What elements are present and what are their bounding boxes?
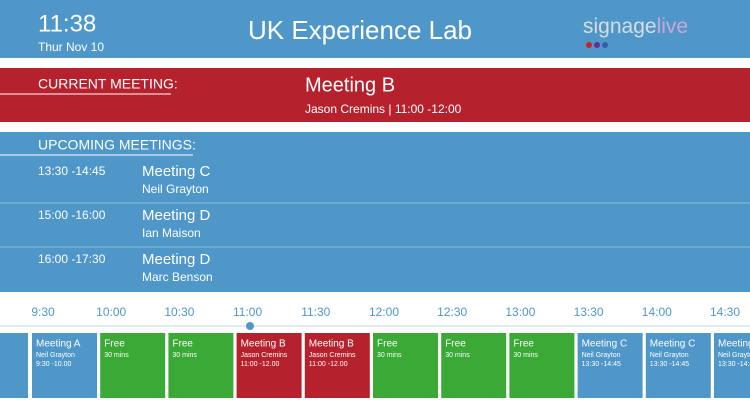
tick-label: 11:00 (233, 305, 262, 319)
slot-detail: 11:00 -12.00 (241, 361, 280, 368)
room-title: UK Experience Lab (248, 15, 472, 45)
current-detail: Jason Cremins | 11:00 -12:00 (305, 102, 462, 116)
tick-label: 11:30 (301, 305, 330, 319)
upcoming-panel (0, 132, 750, 292)
slot-detail: Jason Cremins (241, 352, 288, 359)
tick-label: 14:00 (642, 305, 672, 319)
logo-dot (602, 42, 608, 48)
tick-label: 10:00 (96, 305, 126, 319)
slot-title: Meeting C (582, 339, 628, 350)
slot-detail: 30 mins (445, 352, 470, 359)
slot-title: Free (445, 339, 466, 350)
slot-title: Meeting B (309, 339, 354, 350)
slot-title: Meeting B (241, 339, 286, 350)
current-label: CURRENT MEETING: (38, 76, 178, 92)
meeting-title: Meeting D (142, 251, 211, 268)
meeting-time: 13:30 -14:45 (38, 164, 106, 178)
slot-detail: 13:30 -14:45 (582, 361, 621, 368)
slot-title: Free (104, 339, 125, 350)
slot-detail: 30 mins (172, 352, 197, 359)
slot (441, 333, 507, 398)
logo-dot (586, 42, 592, 48)
header-bar (0, 0, 750, 58)
slot (645, 333, 711, 398)
tick-label: 10:30 (164, 305, 194, 319)
meeting-host: Neil Grayton (142, 182, 209, 196)
slot-detail: 30 mins (377, 352, 402, 359)
slot (168, 333, 234, 398)
tick-label: 12:30 (437, 305, 467, 319)
current-title: Meeting B (305, 74, 395, 96)
logo-part: live (657, 15, 689, 38)
slot (373, 333, 438, 398)
meeting-time: 15:00 -16:00 (38, 208, 106, 222)
meeting-time: 16:00 -17:30 (38, 252, 106, 266)
meeting-host: Marc Benson (142, 270, 213, 284)
slot-detail: Neil Grayton (582, 352, 621, 359)
slot-title: Free (172, 339, 193, 350)
upcoming-list: 13:30 -14:45 Meeting C Neil Grayton 15:00 -… (0, 163, 750, 284)
slot (236, 333, 302, 398)
slot-detail: Jason Cremins (309, 352, 356, 359)
tick-label: 9:30 (31, 305, 55, 319)
logo-dot (594, 42, 600, 48)
slot-detail: 11:00 -12.00 (309, 361, 348, 368)
tick-label: 13:00 (505, 305, 535, 319)
slot-detail: Neil Grayton (36, 352, 75, 359)
now-marker (246, 322, 254, 330)
slot-detail: 30 mins (513, 352, 538, 359)
tick-label: 12:00 (369, 305, 399, 319)
logo-part: signage (583, 15, 657, 38)
slot-title: Free (513, 339, 534, 350)
slot (304, 333, 370, 398)
slot-detail: 13:30 -14:45 (718, 361, 750, 368)
slot-detail: 13:30 -14:45 (650, 361, 689, 368)
slot (577, 333, 643, 398)
upcoming-label: UPCOMING MEETINGS: (38, 137, 196, 153)
slot (714, 333, 750, 398)
slot-partial (0, 333, 28, 398)
slot-title: Meeting A (36, 339, 81, 350)
meeting-title: Meeting D (142, 207, 211, 224)
slot-detail: 9:30 -10.00 (36, 361, 72, 368)
slot (100, 333, 166, 398)
logo: signagelive (583, 15, 688, 38)
clock-time: 11:38 (38, 10, 96, 37)
current-bar (0, 68, 750, 122)
slot (32, 333, 97, 398)
slot-detail: Neil Grayton (718, 352, 750, 359)
clock-date: Thur Nov 10 (38, 40, 104, 54)
slot-detail: Neil Grayton (650, 352, 689, 359)
meeting-title: Meeting C (142, 163, 211, 180)
meeting-host: Ian Maison (142, 226, 201, 240)
tick-label: 13:30 (574, 305, 604, 319)
slot-title: Meeting C (650, 339, 696, 350)
slot (509, 333, 575, 398)
slot-detail: 30 mins (104, 352, 129, 359)
slot-title: Free (377, 339, 398, 350)
tick-label: 14:30 (710, 305, 740, 319)
timeline: 9:30 10:00 10:30 11:00 11:30 12:00 12:30 13:00 1… (0, 305, 750, 398)
slot-title: Meeting C (718, 339, 750, 350)
